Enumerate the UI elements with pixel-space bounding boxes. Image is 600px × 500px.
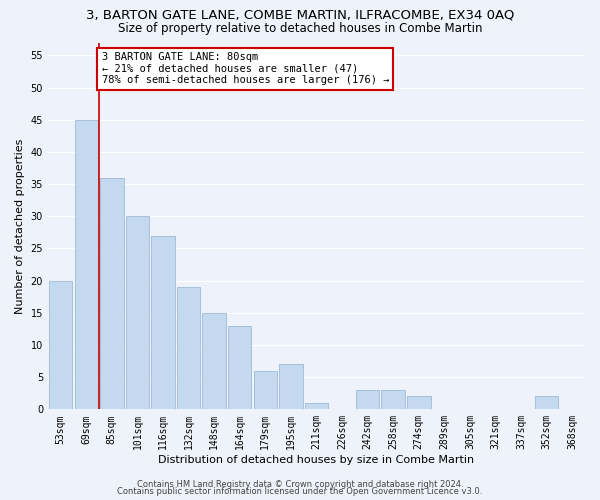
X-axis label: Distribution of detached houses by size in Combe Martin: Distribution of detached houses by size … [158, 455, 475, 465]
Bar [151, 236, 175, 410]
Bar [202, 313, 226, 410]
Bar [279, 364, 302, 410]
Text: 3, BARTON GATE LANE, COMBE MARTIN, ILFRACOMBE, EX34 0AQ: 3, BARTON GATE LANE, COMBE MARTIN, ILFRA… [86, 9, 514, 22]
Text: Contains public sector information licensed under the Open Government Licence v3: Contains public sector information licen… [118, 487, 482, 496]
Bar [74, 120, 98, 410]
Text: Contains HM Land Registry data © Crown copyright and database right 2024.: Contains HM Land Registry data © Crown c… [137, 480, 463, 489]
Bar [125, 216, 149, 410]
Bar [356, 390, 379, 409]
Text: 3 BARTON GATE LANE: 80sqm
← 21% of detached houses are smaller (47)
78% of semi-: 3 BARTON GATE LANE: 80sqm ← 21% of detac… [101, 52, 389, 86]
Bar [100, 178, 124, 410]
Bar [305, 403, 328, 409]
Bar [228, 326, 251, 409]
Bar [177, 287, 200, 410]
Bar [535, 396, 559, 409]
Text: Size of property relative to detached houses in Combe Martin: Size of property relative to detached ho… [118, 22, 482, 35]
Bar [254, 370, 277, 410]
Bar [407, 396, 431, 409]
Bar [49, 280, 73, 409]
Y-axis label: Number of detached properties: Number of detached properties [15, 138, 25, 314]
Bar [382, 390, 405, 409]
